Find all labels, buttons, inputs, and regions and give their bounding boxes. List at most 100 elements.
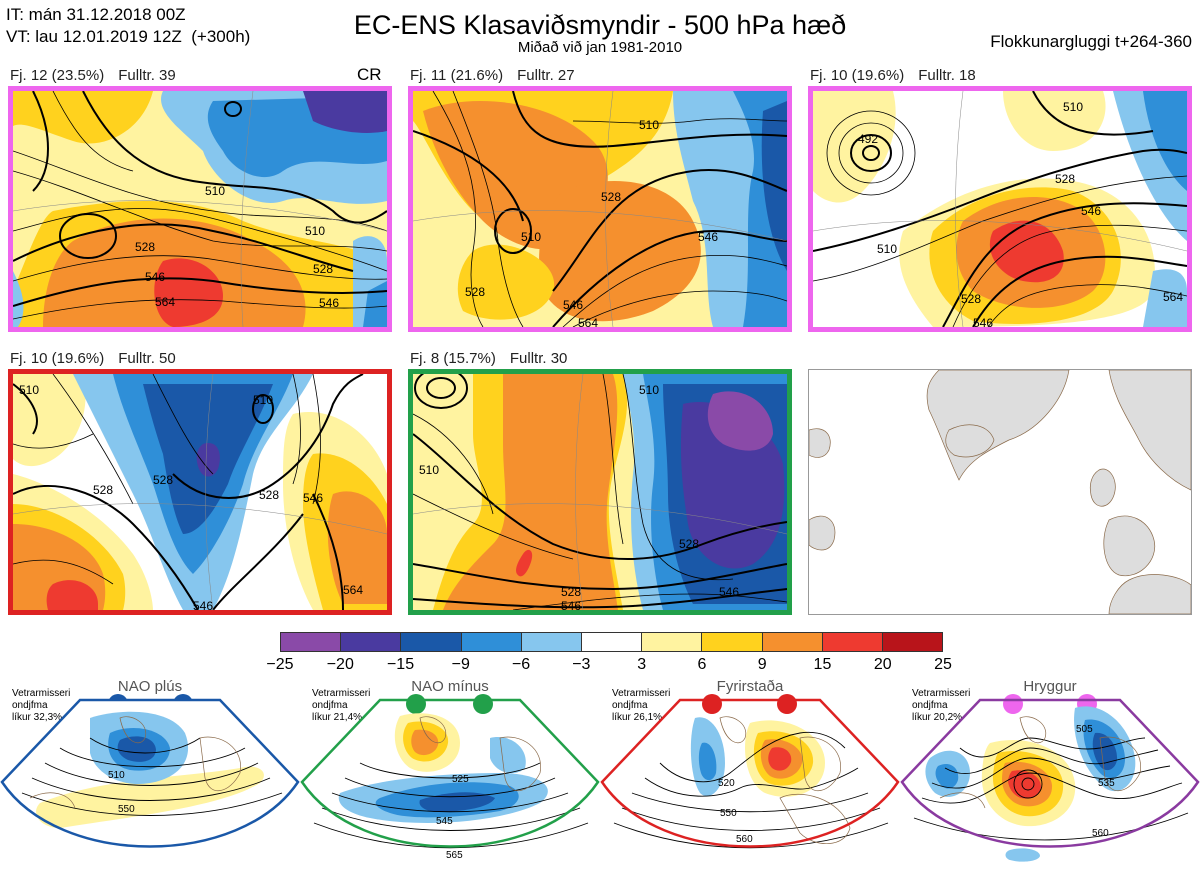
regime-contour-label: 545 xyxy=(436,816,453,827)
contour-label: 528 xyxy=(1055,172,1075,186)
colorbar-tick: 3 xyxy=(637,656,647,673)
panel-1-count: Fulltr. 39 xyxy=(118,67,176,84)
regime-contour-label: 520 xyxy=(718,778,735,789)
regime-contour-label: 505 xyxy=(1076,724,1093,735)
cluster-map-5: 510 510 528 546 528 546 xyxy=(408,369,792,615)
regime-probability: Vetrarmisseri ondjfma líkur 20,2% xyxy=(912,688,971,723)
valid-time: VT: lau 12.01.2019 12Z (+300h) xyxy=(6,27,251,46)
panel-3-count: Fulltr. 18 xyxy=(918,67,976,84)
anomaly-colorbar xyxy=(280,632,943,652)
cluster-map-2: 510 528 546 510 528 546 564 xyxy=(408,86,792,332)
colorbar-tick: 20 xyxy=(873,656,892,673)
regime-contour-label: 550 xyxy=(720,808,737,819)
colorbar-tick: 15 xyxy=(813,656,832,673)
regime-contour-label: 510 xyxy=(108,770,125,781)
contour-label: 510 xyxy=(305,224,325,238)
regime-ridge: Hryggur Vetrarmisseri ondjfma líkur 20,2… xyxy=(900,678,1200,871)
colorbar-swatch xyxy=(702,633,763,651)
colorbar-tick: −20 xyxy=(326,656,354,673)
header-info: IT: mán 31.12.2018 00Z VT: lau 12.01.201… xyxy=(6,4,250,48)
regime-name: Fyrirstaða xyxy=(716,678,784,695)
contour-label: 546 xyxy=(145,270,165,284)
contour-label: 492 xyxy=(858,132,878,146)
contour-label: 510 xyxy=(877,242,897,256)
panel-1-label: Fj. 12 (23.5%) Fulltr. 39 xyxy=(10,67,176,84)
panel-4-count: Fulltr. 50 xyxy=(118,350,176,367)
colorbar-tick: 25 xyxy=(934,656,952,673)
contour-label: 510 xyxy=(419,463,439,477)
contour-label: 546 xyxy=(319,296,339,310)
colorbar-swatch xyxy=(822,633,883,651)
regime-nao-minus: NAO mínus Vetrarmisseri ondjfma líkur 21… xyxy=(300,678,600,871)
contour-label: 510 xyxy=(521,230,541,244)
contour-label: 528 xyxy=(259,488,279,502)
regime-contour-label: 550 xyxy=(118,804,135,815)
contour-label: 510 xyxy=(639,118,659,132)
panel-4-label: Fj. 10 (19.6%) Fulltr. 50 xyxy=(10,350,176,367)
panel-5-count: Fulltr. 30 xyxy=(509,350,568,367)
colorbar-tick: −9 xyxy=(451,656,470,673)
colorbar-swatch xyxy=(341,633,402,651)
colorbar-tick: −15 xyxy=(386,656,415,673)
contour-label: 510 xyxy=(19,383,39,397)
contour-label: 528 xyxy=(679,537,699,551)
colorbar-swatch xyxy=(882,633,943,651)
colorbar-swatch xyxy=(461,633,522,651)
regime-contour-label: 525 xyxy=(452,774,469,785)
contour-label: 528 xyxy=(93,483,113,497)
contour-label: 564 xyxy=(155,295,175,309)
regime-nao-plus: NAO plús Vetrarmisseri ondjfma líkur 32,… xyxy=(0,678,300,871)
base-map xyxy=(808,369,1192,615)
contour-label: 546 xyxy=(973,316,993,327)
colorbar-tick: −25 xyxy=(266,656,294,673)
colorbar-swatch xyxy=(642,633,703,651)
panel-1-cr: CR xyxy=(357,65,382,84)
panel-2-cluster: Fj. 11 (21.6%) xyxy=(410,67,504,84)
regime-blocking: Fyrirstaða Vetrarmisseri ondjfma líkur 2… xyxy=(600,678,900,871)
colorbar-swatch xyxy=(521,633,582,651)
init-time: IT: mán 31.12.2018 00Z xyxy=(6,5,186,24)
panel-1-cluster: Fj. 12 (23.5%) xyxy=(10,67,105,84)
page-subtitle: Miðað við jan 1981-2010 xyxy=(517,39,683,56)
page-title: EC-ENS Klasaviðsmyndir - 500 hPa hæð xyxy=(353,10,847,40)
classification-window: Flokkunargluggi t+264-360 xyxy=(990,32,1192,51)
contour-label: 528 xyxy=(465,285,485,299)
contour-label: 564 xyxy=(343,583,363,597)
colorbar-tick: −3 xyxy=(572,656,591,673)
colorbar-tick: 9 xyxy=(757,656,767,673)
regime-contour-label: 560 xyxy=(1092,828,1109,839)
colorbar-ticks: −25 −20 −15 −9 −6 −3 3 6 9 15 20 25 xyxy=(266,656,951,674)
cluster-map-4: 510 528 510 528 546 528 546 564 xyxy=(8,369,392,615)
contour-label: 528 xyxy=(313,262,333,276)
contour-label: 528 xyxy=(153,473,173,487)
colorbar-tick: −6 xyxy=(511,656,531,673)
cluster-map-1: 510 528 546 564 510 528 546 xyxy=(8,86,392,332)
colorbar-swatch xyxy=(581,633,643,651)
contour-label: 510 xyxy=(253,393,273,407)
contour-label: 546 xyxy=(193,599,213,610)
panel-5-label: Fj. 8 (15.7%) Fulltr. 30 xyxy=(410,350,567,367)
contour-label: 546 xyxy=(561,599,581,610)
panel-2-label: Fj. 11 (21.6%) Fulltr. 27 xyxy=(410,67,575,84)
regime-contour-label: 535 xyxy=(1098,778,1115,789)
panel-4-cluster: Fj. 10 (19.6%) xyxy=(10,350,105,367)
contour-label: 528 xyxy=(561,585,581,599)
panel-2-count: Fulltr. 27 xyxy=(517,67,575,84)
contour-label: 510 xyxy=(639,383,659,397)
contour-label: 510 xyxy=(205,184,225,198)
regime-probability: Vetrarmisseri ondjfma líkur 21,4% xyxy=(312,688,371,723)
colorbar-swatch xyxy=(401,633,462,651)
contour-label: 510 xyxy=(1063,100,1083,114)
contour-label: 546 xyxy=(719,585,739,599)
contour-label: 528 xyxy=(601,190,621,204)
panel-3-label: Fj. 10 (19.6%) Fulltr. 18 xyxy=(810,67,976,84)
contour-label: 528 xyxy=(961,292,981,306)
colorbar-swatch xyxy=(762,633,823,651)
regime-probability: Vetrarmisseri ondjfma líkur 32,3% xyxy=(12,688,71,723)
contour-label: 546 xyxy=(563,298,583,312)
colorbar-tick: 6 xyxy=(697,656,707,673)
contour-label: 564 xyxy=(578,316,598,327)
contour-label: 546 xyxy=(1081,204,1101,218)
panel-3-cluster: Fj. 10 (19.6%) xyxy=(810,67,905,84)
regime-name: Hryggur xyxy=(1023,678,1077,695)
